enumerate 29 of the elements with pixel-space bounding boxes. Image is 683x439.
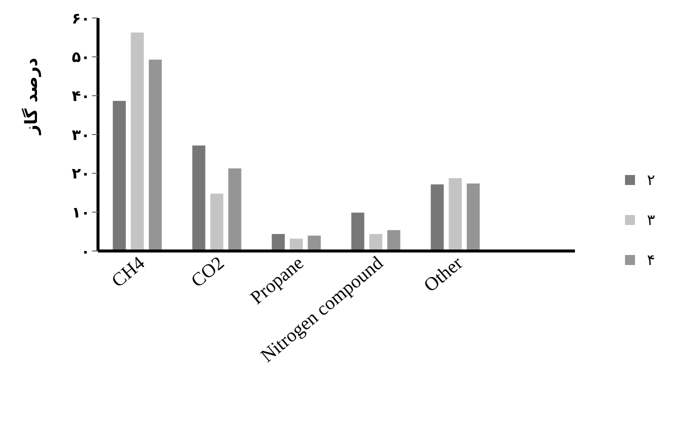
bar	[350, 212, 366, 251]
bar	[288, 238, 304, 251]
bar	[148, 58, 163, 251]
bar	[368, 233, 384, 251]
y-tick-label: ۶۰	[72, 9, 90, 28]
bar	[130, 31, 145, 251]
legend-label: ۴	[646, 250, 655, 268]
bar	[209, 192, 224, 251]
y-tick-label: ۴۰	[72, 86, 90, 105]
bar	[448, 177, 463, 251]
bar	[466, 182, 481, 251]
y-tick-label: ۲۰	[72, 164, 90, 183]
legend-label: ۲	[646, 170, 655, 188]
y-tick-label: ۳۰	[72, 126, 90, 144]
x-tick-label: CH4	[108, 252, 150, 292]
y-tick-label: ۱۰	[72, 203, 90, 222]
bar	[112, 100, 127, 251]
bar	[386, 229, 402, 251]
legend-label: ۳	[646, 210, 655, 228]
bar	[191, 144, 206, 251]
bar	[306, 234, 322, 251]
y-tick-label: ۰	[80, 242, 90, 260]
x-tick-label: Other	[420, 252, 468, 297]
y-axis-title: درصد گاز	[21, 57, 42, 136]
y-tick-label: ۵۰	[72, 48, 90, 66]
bar	[270, 233, 286, 251]
x-tick-label: CO2	[187, 252, 228, 292]
bar	[430, 183, 445, 251]
bar	[227, 167, 242, 251]
